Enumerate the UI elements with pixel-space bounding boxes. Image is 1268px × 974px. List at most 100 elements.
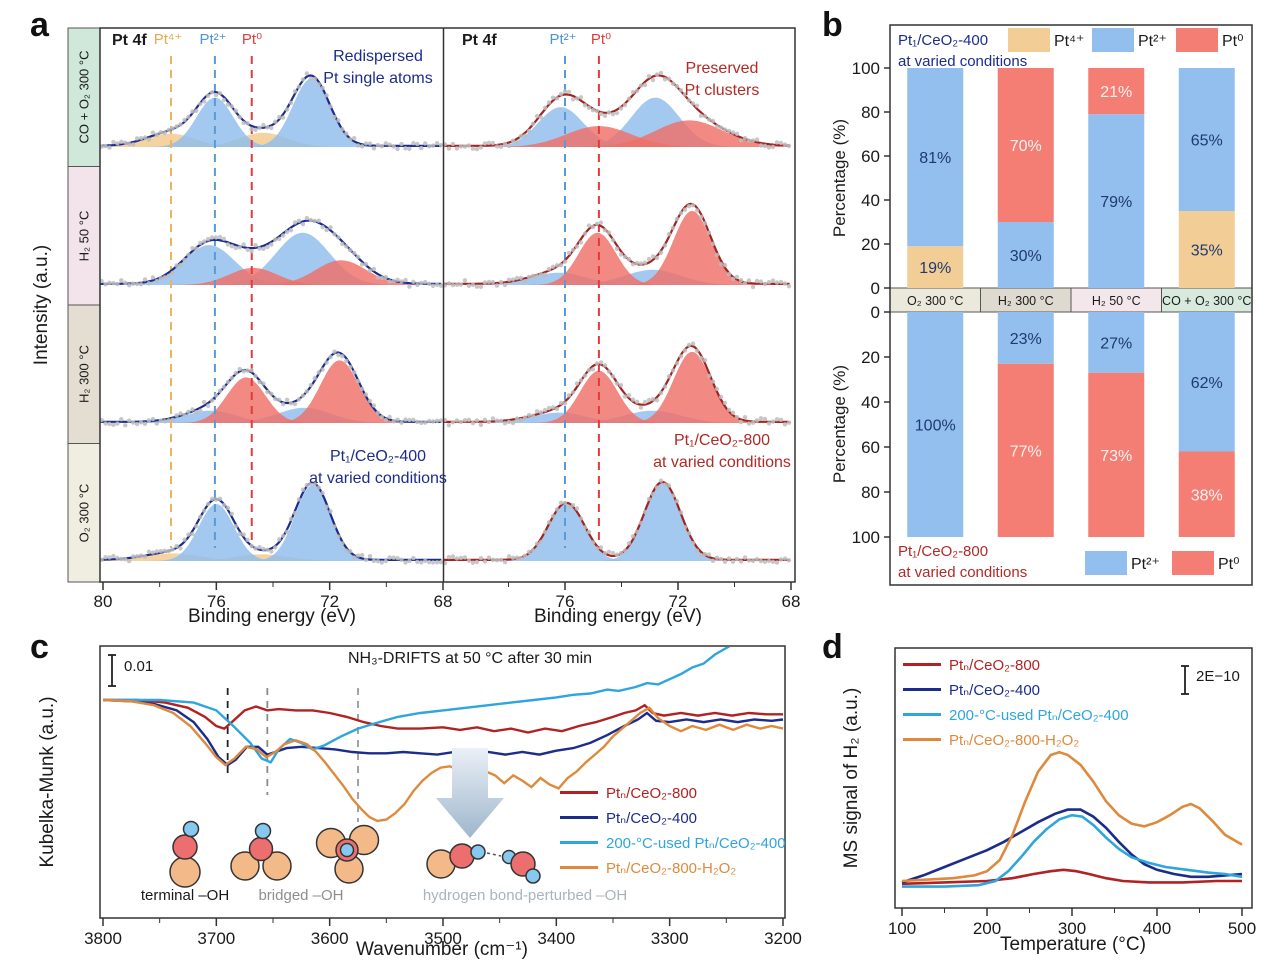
xps-data-point (332, 114, 337, 120)
xps-data-point (718, 262, 724, 267)
xps-data-point (650, 254, 656, 259)
tick-label: 40 (861, 191, 880, 210)
bar-segment (907, 68, 964, 247)
panel-a-border (99, 27, 796, 583)
xps-data-point (446, 281, 452, 286)
xps-data-point (702, 221, 708, 226)
xps-data-point (320, 85, 325, 91)
xps-data-point (682, 92, 688, 97)
xps-data-point (530, 273, 536, 279)
xps-data-point (213, 393, 219, 398)
xps-data-point (387, 555, 392, 560)
xps-data-point (766, 145, 772, 150)
xps-data-point (778, 417, 784, 422)
xps-data-point (534, 274, 540, 279)
panel-d-xlabel: Temperature (°C) (1000, 934, 1146, 955)
annotation-line: Pt single atoms (323, 70, 433, 87)
legend-item: Ptₙ/CeO₂-800 (903, 652, 1129, 677)
xps-data-point (582, 103, 588, 108)
xps-data-point (438, 143, 444, 148)
xps-data-point (300, 222, 306, 227)
condition-label: H₂ 50 °C (1092, 294, 1141, 308)
legend-line-icon (560, 791, 598, 794)
pt4-reference-label-left: Pt⁴⁺ (153, 31, 183, 48)
xps-data-point (726, 128, 732, 134)
xps-data-point (626, 257, 632, 262)
xps-data-point (119, 278, 124, 283)
xps-data-point (506, 419, 512, 425)
annotation-line: at varied conditions (309, 470, 447, 487)
xps-data-point (419, 280, 424, 286)
xps-data-point (288, 401, 294, 406)
panel-d-scalebar-label: 2E−10 (1196, 668, 1240, 685)
xps-data-point (336, 534, 341, 539)
tick-label: 500 (1228, 919, 1256, 938)
xps-data-point (654, 255, 660, 261)
xps-data-point (359, 386, 365, 392)
xps-data-point (178, 262, 183, 268)
xps-data-point (650, 77, 656, 83)
xps-data-point (646, 397, 652, 403)
panel-b-ylabel-top: Percentage (%) (830, 118, 849, 238)
xps-component-Pt0 (100, 377, 443, 423)
pt2-reference-label-left: Pt²⁺ (199, 31, 227, 48)
xps-data-point (115, 555, 120, 561)
xps-data-point (746, 421, 752, 426)
xps-data-point (269, 391, 274, 396)
xps-data-point (466, 143, 472, 148)
xps-data-point (308, 76, 313, 82)
xps-data-point (654, 485, 660, 490)
xps-data-point (280, 233, 286, 238)
xps-data-point (186, 532, 191, 537)
xps-data-point (111, 553, 116, 559)
xps-data-point (634, 529, 640, 534)
tpr-curve (901, 808, 1243, 884)
xps-data-point (750, 138, 756, 143)
xps-data-point (774, 140, 780, 145)
xps-data-point (638, 520, 644, 526)
xps-data-point (375, 142, 381, 148)
bar-value-label: 23% (1010, 331, 1042, 348)
xps-data-point (312, 76, 317, 82)
xps-data-point (598, 545, 604, 550)
bar-segment (907, 246, 964, 288)
xps-data-point (142, 277, 148, 282)
xps-data-point (754, 557, 760, 562)
bar-segment (997, 312, 1054, 364)
tick-label: 72 (320, 592, 339, 611)
label-terminal-oh: terminal –OH (140, 887, 230, 904)
xps-data-point (562, 89, 568, 94)
xps-data-point (336, 235, 341, 240)
xps-data-point (582, 525, 588, 530)
xps-data-point (269, 125, 274, 131)
xps-data-point (554, 507, 560, 512)
tick-label: 68 (434, 592, 453, 611)
xps-data-point (292, 89, 298, 94)
xps-data-point (312, 481, 317, 487)
xps-data-point (123, 280, 128, 285)
xps-data-point (292, 220, 298, 225)
xps-data-point (265, 244, 270, 250)
xps-data-point (277, 537, 282, 542)
xps-data-point (363, 261, 369, 267)
xps-data-point (754, 418, 760, 423)
xps-data-point (225, 505, 231, 511)
xps-data-point (280, 533, 286, 539)
xps-data-point (458, 555, 464, 561)
xps-data-point (411, 417, 416, 422)
xps-data-point (518, 556, 524, 561)
xps-data-point (714, 555, 720, 560)
xps-data-point (115, 281, 120, 287)
xps-data-point (590, 540, 596, 545)
bar-value-label: 30% (1010, 248, 1042, 265)
title-line: at varied conditions (898, 53, 1028, 70)
xps-data-point (498, 557, 504, 563)
xps-data-point (458, 282, 464, 287)
xps-data-point (538, 115, 544, 120)
xps-data-point (387, 142, 392, 147)
xps-data-point (634, 399, 640, 404)
xps-data-point (690, 101, 696, 106)
xps-data-point (454, 418, 460, 423)
xps-data-point (558, 400, 564, 406)
